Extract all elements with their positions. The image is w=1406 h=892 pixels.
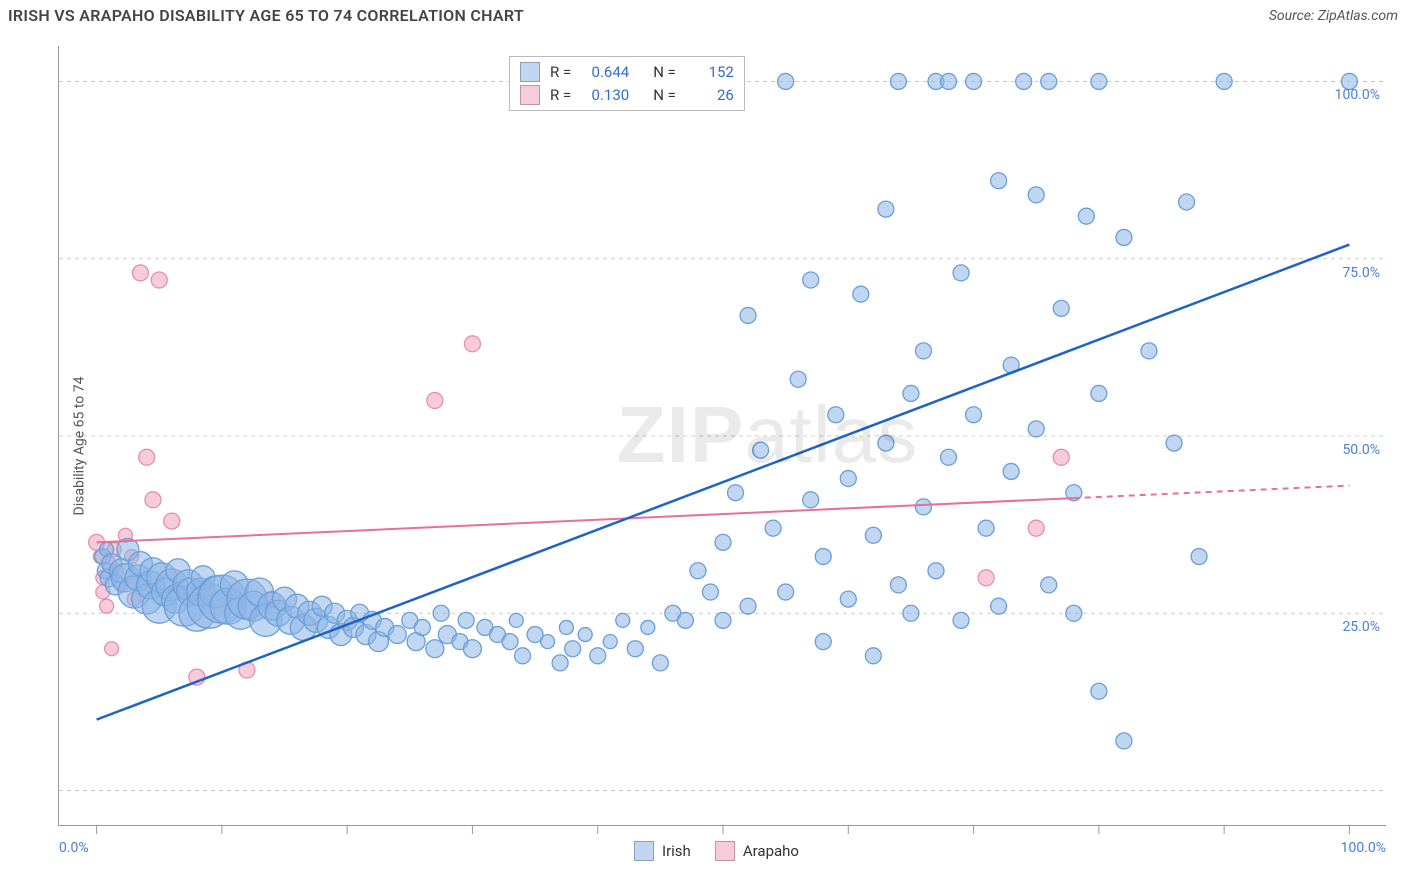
chart-title: IRISH VS ARAPAHO DISABILITY AGE 65 TO 74… (8, 6, 524, 25)
correlation-legend: R = 0.644 N = 152 R = 0.130 N = 26 (509, 56, 745, 111)
arapaho-n-value: 26 (686, 84, 734, 107)
irish-label: Irish (662, 842, 691, 860)
chart-source: Source: ZipAtlas.com (1269, 8, 1398, 24)
legend-item-arapaho: Arapaho (715, 841, 799, 861)
n-label: N = (653, 61, 676, 84)
irish-n-value: 152 (686, 61, 734, 84)
swatch-irish (634, 841, 654, 861)
y-tick-label: 25.0% (1342, 619, 1380, 635)
legend-item-irish: Irish (634, 841, 691, 861)
swatch-arapaho (520, 85, 540, 105)
swatch-irish (520, 62, 540, 82)
y-tick-label: 75.0% (1342, 265, 1380, 281)
series-legend: Irish Arapaho (634, 841, 799, 861)
r-label: R = (550, 84, 571, 107)
r-label: R = (550, 61, 571, 84)
y-tick-label: 100.0% (1335, 87, 1380, 103)
irish-r-value: 0.644 (581, 61, 629, 84)
x-tick-label: 100.0% (1341, 840, 1386, 856)
y-tick-label: 50.0% (1342, 442, 1380, 458)
n-label: N = (653, 84, 676, 107)
plot-svg (59, 46, 1386, 825)
source-name: ZipAtlas.com (1318, 8, 1398, 24)
chart-area: ZIPatlas R = 0.644 N = 152 R = 0.130 N =… (58, 46, 1386, 826)
arapaho-r-value: 0.130 (581, 84, 629, 107)
x-tick-label: 0.0% (59, 840, 89, 856)
legend-row-irish: R = 0.644 N = 152 (520, 61, 734, 84)
plot-area: ZIPatlas R = 0.644 N = 152 R = 0.130 N =… (58, 46, 1386, 826)
swatch-arapaho (715, 841, 735, 861)
arapaho-label: Arapaho (743, 842, 799, 860)
source-prefix: Source: (1269, 8, 1318, 24)
legend-row-arapaho: R = 0.130 N = 26 (520, 84, 734, 107)
